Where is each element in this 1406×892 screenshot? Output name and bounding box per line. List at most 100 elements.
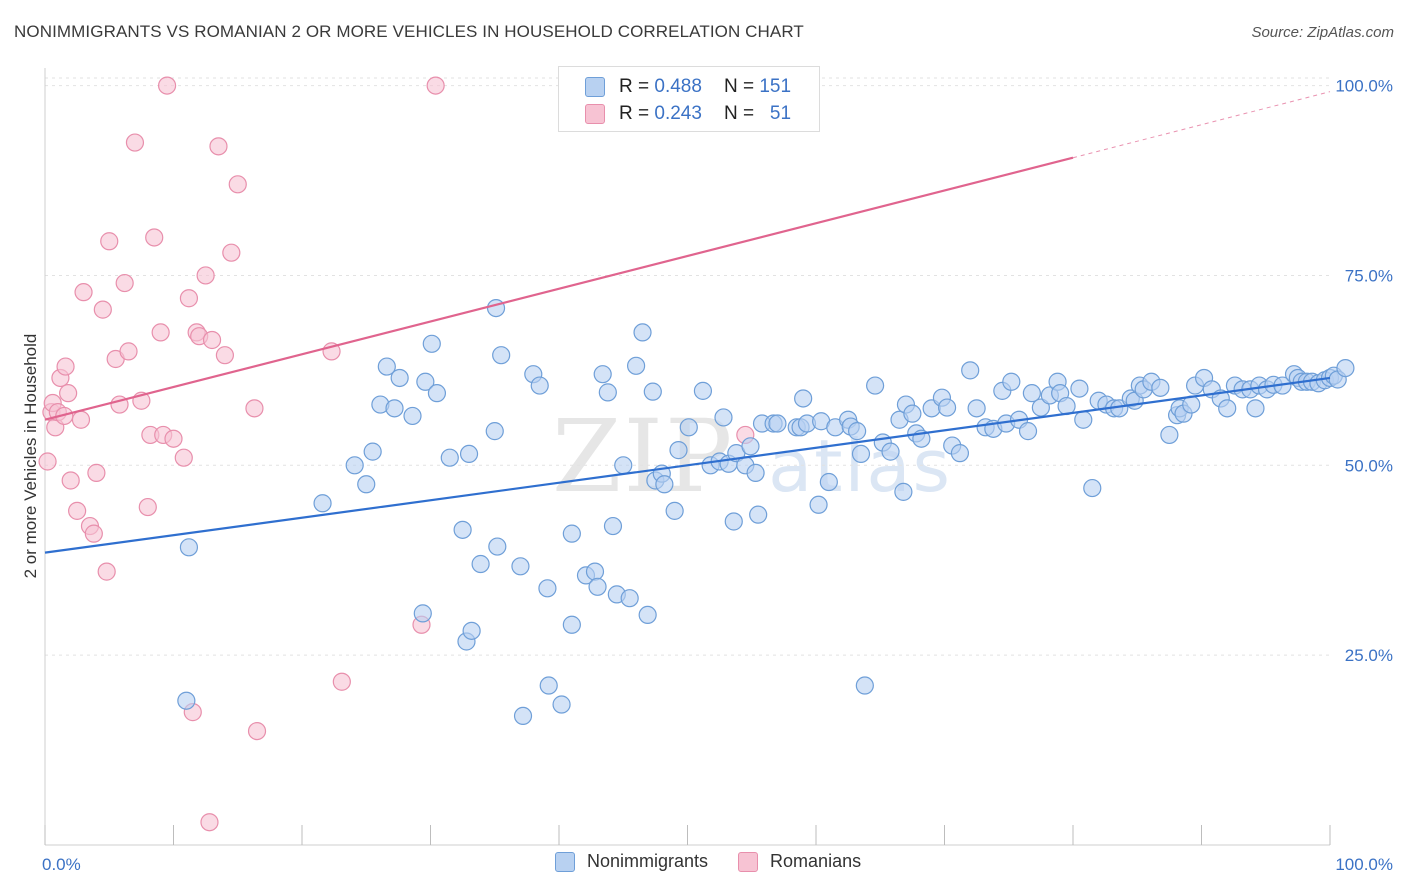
nonimmigrants-point (746, 463, 765, 482)
nonimmigrants-point (626, 356, 646, 375)
nonimmigrants-point (1002, 372, 1021, 391)
legend-row-romanians: R = 0.243 N = 51 (585, 101, 791, 127)
romanians-point (68, 501, 87, 520)
romanians-point (61, 471, 80, 490)
nonimmigrants-point (638, 605, 657, 625)
nonimmigrants-point (485, 422, 504, 441)
nonimmigrants-point (903, 404, 922, 423)
nonimmigrants-points (177, 299, 1355, 726)
nonimmigrants-point (539, 676, 558, 695)
y-axis-label: 2 or more Vehicles in Household (21, 334, 40, 579)
nonimmigrants-point (427, 384, 447, 403)
y-tick-label: 50.0% (1345, 456, 1393, 475)
nonimmigrants-point (819, 472, 838, 492)
romanians-point (87, 463, 106, 482)
nonimmigrants-point (313, 494, 332, 513)
nonimmigrants-point (453, 520, 472, 539)
romanians-point (332, 672, 351, 691)
romanians-point (125, 133, 145, 152)
nonimmigrants-point (585, 562, 605, 581)
nonimmigrants-point (620, 589, 639, 608)
nonimmigrants-point (633, 323, 652, 342)
legend-box: R = 0.488 N = 151 R = 0.243 N = 51 (558, 66, 820, 132)
y-tick-label: 100.0% (1335, 77, 1393, 96)
nonimmigrants-point (363, 442, 382, 461)
romanians-point (426, 76, 445, 95)
romanians-point (179, 289, 199, 308)
legend-label: Romanians (770, 851, 862, 871)
romanians-point (164, 429, 183, 448)
nonimmigrants-point (749, 505, 768, 524)
nonimmigrants-point (714, 408, 733, 427)
romanians-point (200, 813, 219, 832)
nonimmigrants-point (588, 577, 607, 596)
nonimmigrants-point (440, 448, 459, 467)
bottom-legend-item-nonimmigrants[interactable]: Nonimmigrants (555, 851, 708, 872)
nonimmigrants-point (562, 524, 581, 543)
legend-label: Nonimmigrants (587, 851, 709, 871)
chart-title: NONIMMIGRANTS VS ROMANIAN 2 OR MORE VEHI… (14, 22, 804, 41)
legend-n-label: N = (723, 76, 755, 97)
romanians-point (247, 721, 267, 741)
nonimmigrants-point (724, 512, 743, 531)
nonimmigrants-point (422, 334, 441, 353)
nonimmigrants-point (614, 456, 633, 475)
legend-r-label: R = (619, 76, 650, 97)
nonimmigrants-point (866, 376, 885, 395)
nonimmigrants-point (403, 406, 422, 426)
bottom-legend: Nonimmigrants Romanians (555, 851, 891, 872)
romanians-trend-extension (1072, 91, 1331, 159)
bottom-legend-item-romanians[interactable]: Romanians (738, 851, 861, 872)
nonimmigrants-point (552, 695, 571, 714)
nonimmigrants-point (1018, 422, 1038, 441)
legend-r-label: R = (619, 103, 650, 124)
nonimmigrants-point (693, 381, 713, 400)
romanians-point (97, 562, 116, 581)
nonimmigrants-point (1070, 379, 1089, 398)
legend-swatch-blue (585, 77, 605, 97)
romanians-point (56, 357, 75, 376)
nonimmigrants-point (937, 398, 957, 417)
romanians-point (222, 243, 241, 262)
grid-lines (45, 77, 1330, 656)
nonimmigrants-point (1336, 358, 1355, 378)
legend-swatch-pink (585, 104, 605, 124)
romanians-point (138, 497, 157, 517)
romanians-point (151, 323, 170, 342)
romanians-point (202, 330, 222, 350)
romanians-point (245, 399, 264, 418)
nonimmigrants-point (538, 579, 557, 598)
romanians-point (59, 384, 78, 403)
nonimmigrants-point (471, 554, 490, 574)
watermark-zip: ZIP (552, 398, 735, 515)
nonimmigrants-point (679, 418, 698, 437)
nonimmigrants-point (1031, 398, 1050, 417)
nonimmigrants-point (669, 441, 688, 460)
romanians-point (38, 452, 57, 471)
nonimmigrants-point (967, 399, 986, 418)
legend-n-value: 151 (759, 76, 792, 97)
romanians-point (84, 524, 103, 543)
legend-row-nonimmigrants: R = 0.488 N = 151 (585, 74, 791, 100)
nonimmigrants-point (1246, 399, 1265, 418)
nonimmigrants-point (488, 537, 507, 556)
romanians-point (174, 448, 193, 467)
trend-lines (44, 91, 1331, 554)
nonimmigrants-point (462, 621, 481, 640)
x-tick-label: 0.0% (42, 855, 81, 874)
nonimmigrants-point (459, 444, 479, 464)
nonimmigrants-point (950, 444, 970, 463)
nonimmigrants-point (768, 414, 787, 433)
romanians-point (209, 137, 228, 156)
nonimmigrants-point (1022, 384, 1041, 403)
legend-n-value: 51 (769, 103, 792, 124)
romanians-point (93, 300, 112, 319)
nonimmigrants-point (511, 557, 530, 576)
nonimmigrants-point (848, 422, 867, 441)
nonimmigrants-point (1160, 425, 1179, 445)
nonimmigrants-point (603, 516, 623, 536)
tick-labels: 25.0% 50.0% 75.0% 100.0% 0.0% 100.0% (42, 77, 1393, 874)
nonimmigrants-point (855, 676, 874, 695)
nonimmigrants-point (357, 475, 376, 494)
nonimmigrants-point (593, 365, 612, 384)
